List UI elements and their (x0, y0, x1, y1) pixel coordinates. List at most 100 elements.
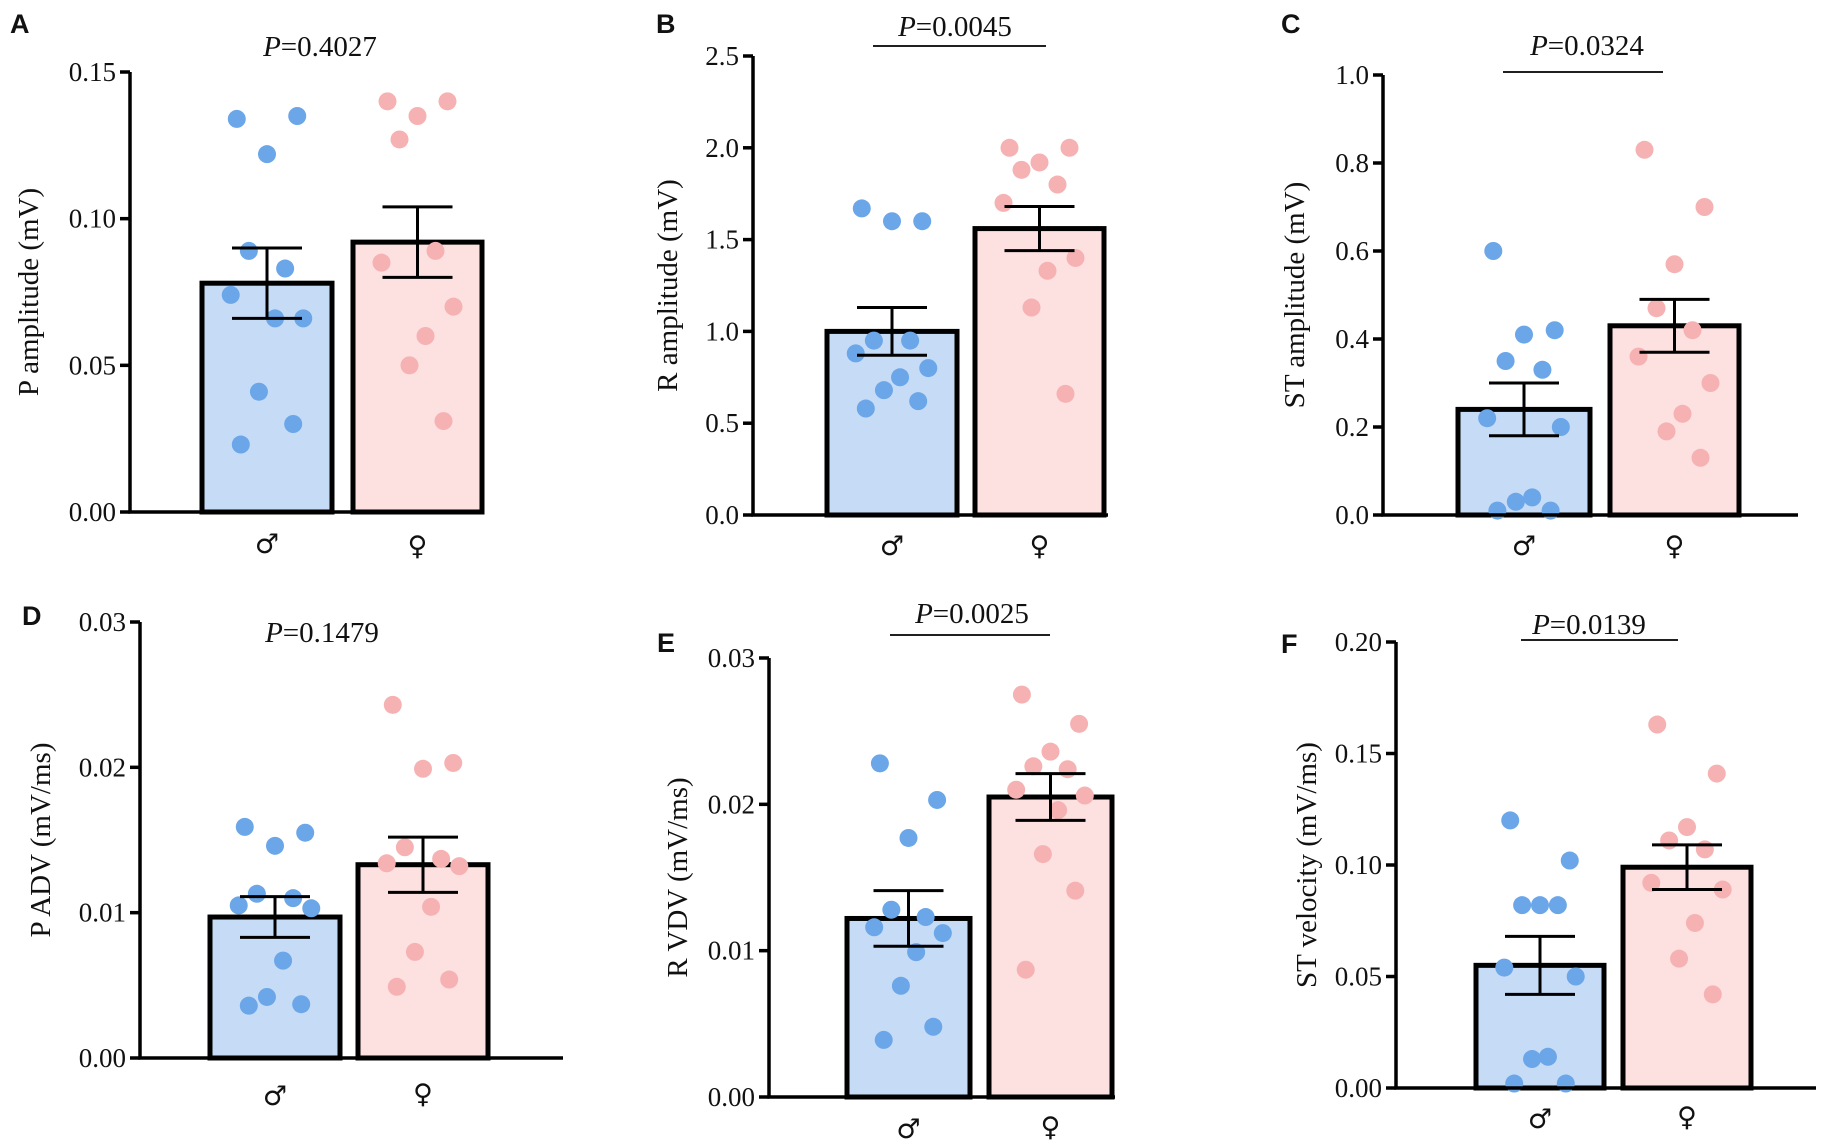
panel-c: C P=0.0324 0.0 0.2 0.4 0.6 0.8 1.0 ST amplitude … (1279, 9, 1798, 562)
data-point-male (257, 987, 276, 1006)
error-bar-female (388, 835, 458, 894)
y-tick-label: 0.05 (69, 350, 116, 380)
p-value-prefix: P (914, 598, 933, 630)
data-point-male (1523, 488, 1542, 507)
data-point-male (883, 212, 901, 231)
data-point-female (1678, 818, 1696, 837)
data-point-male (227, 109, 246, 128)
data-point-female (450, 857, 469, 876)
p-value-label: P=0.1479 (264, 617, 379, 649)
data-point-female (1012, 160, 1031, 179)
data-point-male (846, 344, 865, 363)
y-tick-label: 0.4 (1335, 324, 1369, 354)
panel-f: F P=0.0139 0.00 0.05 0.10 0.15 0.20 ST velocity… (1281, 609, 1816, 1135)
p-value-label: P=0.0139 (1531, 609, 1646, 641)
data-point-male (1538, 1047, 1557, 1066)
data-point-female (1713, 880, 1732, 899)
y-tick-label: 0.00 (1335, 1073, 1382, 1103)
y-tick-label: 0.5 (705, 408, 739, 438)
data-point-female (1066, 881, 1085, 900)
data-point-male (221, 285, 240, 304)
data-point-female (395, 838, 414, 857)
data-point-female (1058, 760, 1077, 779)
data-point-female (390, 130, 409, 149)
bar-female (972, 226, 1107, 518)
error-bar-male (240, 895, 310, 939)
y-tick-label: 0.6 (1335, 236, 1369, 266)
data-point-female (1048, 175, 1067, 194)
data-point-male (928, 790, 947, 809)
data-point-female (422, 897, 441, 916)
panel-letter: C (1281, 9, 1301, 39)
data-point-male (874, 1030, 893, 1049)
p-value-prefix: P (1529, 30, 1548, 62)
data-point-male (1556, 1074, 1575, 1093)
category-label-male: ♂ (896, 1114, 920, 1145)
data-point-female (408, 107, 427, 125)
y-tick-label: 0.0 (1335, 500, 1369, 530)
data-point-male (296, 823, 315, 842)
data-point-male (909, 392, 928, 411)
y-tick-label: 2.0 (705, 133, 739, 163)
data-point-male (239, 996, 258, 1015)
data-point-female (1701, 374, 1720, 392)
y-axis-label: ST velocity (mV/ms) (1291, 742, 1323, 988)
data-point-male (1560, 851, 1579, 870)
data-point-female (1648, 715, 1667, 734)
category-label-female: ♀ (1030, 531, 1050, 562)
data-point-male (1478, 409, 1497, 428)
data-point-male (865, 918, 884, 937)
data-point-female (1685, 913, 1704, 932)
y-tick-label: 0.10 (1335, 850, 1382, 880)
panel-letter: B (656, 9, 676, 39)
panel-letter: A (10, 9, 30, 39)
y-tick-label: 0.20 (1335, 627, 1382, 657)
data-point-female (1642, 873, 1661, 892)
p-value-prefix: P (897, 11, 916, 43)
data-point-female (1030, 153, 1049, 172)
data-point-male (913, 212, 932, 231)
data-point-male (1545, 321, 1564, 340)
data-point-male (235, 817, 254, 836)
data-point-female (1707, 764, 1726, 783)
p-value-number: =0.0324 (1548, 30, 1645, 62)
data-point-male (294, 309, 313, 328)
data-point-female (1007, 780, 1026, 799)
error-bar-male (232, 246, 302, 320)
bar-female (1620, 864, 1754, 1091)
y-tick-label: 0.10 (69, 204, 116, 234)
data-point-female (1647, 299, 1666, 318)
category-label-male: ♂ (1512, 531, 1536, 562)
data-point-male (1506, 492, 1525, 511)
data-point-male (247, 884, 266, 903)
data-point-female (416, 327, 435, 345)
p-value-number: =0.0045 (916, 11, 1012, 43)
data-point-female (1060, 138, 1079, 157)
data-point-male (1495, 958, 1514, 977)
data-point-female (1660, 831, 1679, 850)
panel-d: D P=0.1479 0.00 0.01 0.02 0.03 P ADV (mV/ms) ♂ ♀ (22, 601, 563, 1112)
data-point-female (1657, 422, 1676, 441)
data-point-male (924, 1017, 943, 1036)
data-point-male (1566, 967, 1585, 986)
data-point-female (387, 977, 406, 996)
data-point-female (434, 412, 453, 431)
data-point-male (258, 145, 276, 164)
error-bar-male (1505, 934, 1575, 996)
data-point-female (414, 759, 432, 778)
data-point-male (874, 381, 893, 400)
data-point-female (1033, 845, 1052, 864)
data-point-male (231, 435, 250, 454)
data-point-female (1012, 685, 1031, 704)
data-point-male (1515, 325, 1533, 344)
data-point-female (377, 854, 396, 873)
data-point-male (1533, 360, 1552, 379)
data-point-male (1541, 501, 1560, 520)
data-point-female (1000, 138, 1019, 157)
p-value-label: P=0.0045 (897, 11, 1012, 43)
data-point-male (1548, 896, 1567, 915)
data-point-male (1531, 896, 1549, 915)
data-point-male (1488, 501, 1507, 520)
y-tick-label: 2.5 (705, 41, 739, 71)
category-label-male: ♂ (263, 1081, 287, 1112)
